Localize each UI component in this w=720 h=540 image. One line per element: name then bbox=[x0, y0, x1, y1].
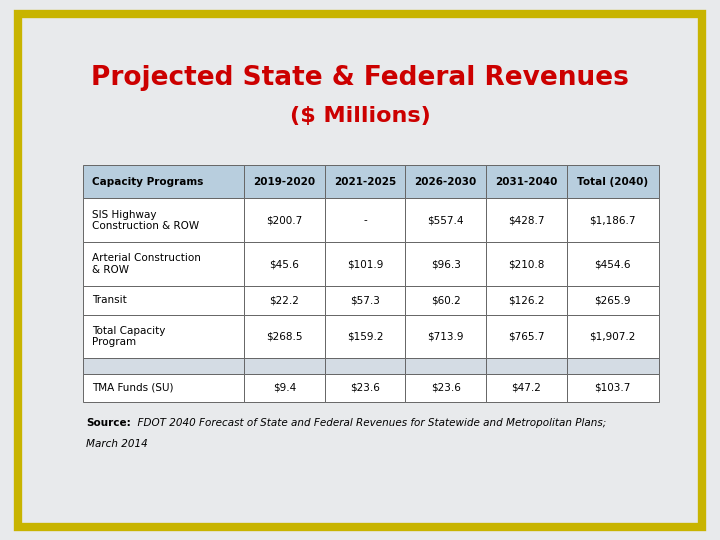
Text: $101.9: $101.9 bbox=[347, 259, 383, 269]
Text: Total Capacity
Program: Total Capacity Program bbox=[92, 326, 166, 347]
Text: March 2014: March 2014 bbox=[86, 439, 148, 449]
Text: $1,907.2: $1,907.2 bbox=[590, 332, 636, 342]
Text: $9.4: $9.4 bbox=[273, 383, 296, 393]
Text: 2031-2040: 2031-2040 bbox=[495, 177, 557, 186]
Text: Transit: Transit bbox=[92, 295, 127, 305]
Text: $765.7: $765.7 bbox=[508, 332, 544, 342]
Text: $428.7: $428.7 bbox=[508, 215, 544, 225]
Text: $96.3: $96.3 bbox=[431, 259, 461, 269]
Text: 2021-2025: 2021-2025 bbox=[334, 177, 396, 186]
Text: 2019-2020: 2019-2020 bbox=[253, 177, 315, 186]
Text: $265.9: $265.9 bbox=[595, 295, 631, 305]
Text: Source:: Source: bbox=[86, 418, 131, 429]
Text: SIS Highway
Construction & ROW: SIS Highway Construction & ROW bbox=[92, 210, 199, 231]
Text: $57.3: $57.3 bbox=[350, 295, 380, 305]
Text: FDOT 2040 Forecast of State and Federal Revenues for Statewide and Metropolitan : FDOT 2040 Forecast of State and Federal … bbox=[131, 418, 606, 429]
Text: -: - bbox=[363, 215, 367, 225]
Text: $159.2: $159.2 bbox=[347, 332, 383, 342]
Text: $1,186.7: $1,186.7 bbox=[590, 215, 636, 225]
Text: $210.8: $210.8 bbox=[508, 259, 544, 269]
Text: Projected State & Federal Revenues: Projected State & Federal Revenues bbox=[91, 65, 629, 91]
Text: $103.7: $103.7 bbox=[595, 383, 631, 393]
Text: $200.7: $200.7 bbox=[266, 215, 302, 225]
Text: Total (2040): Total (2040) bbox=[577, 177, 648, 186]
Text: $45.6: $45.6 bbox=[269, 259, 300, 269]
Text: $23.6: $23.6 bbox=[431, 383, 461, 393]
Text: ($ Millions): ($ Millions) bbox=[289, 106, 431, 126]
Text: $557.4: $557.4 bbox=[428, 215, 464, 225]
Text: $23.6: $23.6 bbox=[350, 383, 380, 393]
Text: 2026-2030: 2026-2030 bbox=[415, 177, 477, 186]
Text: Capacity Programs: Capacity Programs bbox=[92, 177, 204, 186]
Text: $47.2: $47.2 bbox=[511, 383, 541, 393]
Text: TMA Funds (SU): TMA Funds (SU) bbox=[92, 383, 174, 393]
Text: $126.2: $126.2 bbox=[508, 295, 544, 305]
Text: Arterial Construction
& ROW: Arterial Construction & ROW bbox=[92, 253, 202, 275]
Text: $22.2: $22.2 bbox=[269, 295, 300, 305]
Text: $60.2: $60.2 bbox=[431, 295, 461, 305]
Text: $268.5: $268.5 bbox=[266, 332, 302, 342]
Text: $454.6: $454.6 bbox=[595, 259, 631, 269]
Text: $713.9: $713.9 bbox=[428, 332, 464, 342]
